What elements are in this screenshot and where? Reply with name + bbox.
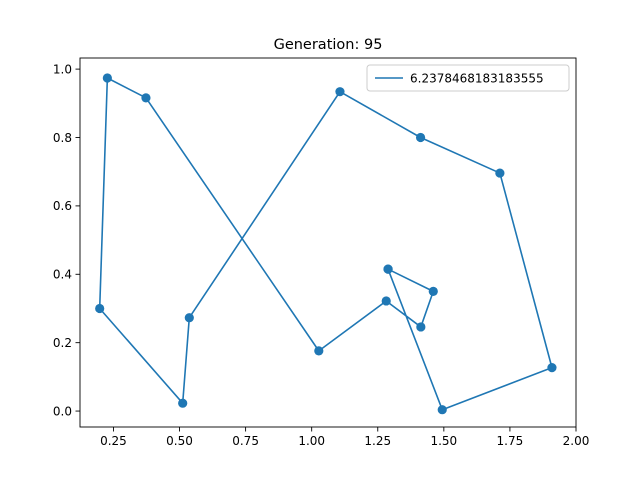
data-point: [95, 303, 105, 314]
data-point: [383, 264, 393, 274]
y-tick-label: 0.0: [53, 404, 72, 418]
data-point: [184, 313, 194, 323]
legend-label: 6.2378468183183555: [410, 71, 544, 85]
data-point: [437, 405, 447, 415]
y-tick-label: 0.8: [53, 131, 72, 145]
x-tick-label: 0.75: [232, 434, 259, 448]
data-point: [102, 73, 112, 83]
legend: 6.2378468183183555: [366, 64, 570, 92]
x-tick-label: 0.25: [100, 434, 127, 448]
y-tick-label: 0.6: [53, 199, 72, 213]
plot-frame: [79, 57, 577, 428]
data-point: [416, 322, 426, 332]
x-tick-label: 1.00: [298, 434, 325, 448]
data-point: [314, 346, 324, 356]
chart-title: Generation: 95: [274, 37, 383, 53]
x-tick-label: 0.50: [166, 434, 193, 448]
y-tick-label: 0.2: [53, 336, 72, 350]
data-point: [178, 398, 188, 408]
legend-box: [366, 64, 570, 92]
data-point: [141, 93, 151, 103]
y-tick-label: 0.4: [53, 268, 72, 282]
axes-layer: 0.25 0.50 0.75 1.00 1.25 1.50 1.75 2.00 0.0 0.2 0.…: [53, 57, 590, 448]
x-tick-label: 2.00: [563, 434, 590, 448]
data-point: [495, 168, 505, 178]
series-layer: [95, 73, 557, 415]
x-tick-label: 1.50: [430, 434, 457, 448]
data-point: [335, 87, 345, 97]
data-point: [547, 363, 557, 373]
x-tick-label: 1.25: [364, 434, 391, 448]
series-line: [98, 77, 553, 411]
y-tick-label: 1.0: [53, 62, 72, 76]
x-tick-label: 1.75: [497, 434, 524, 448]
data-point: [415, 132, 426, 143]
data-point: [381, 296, 391, 306]
data-point: [428, 286, 438, 296]
